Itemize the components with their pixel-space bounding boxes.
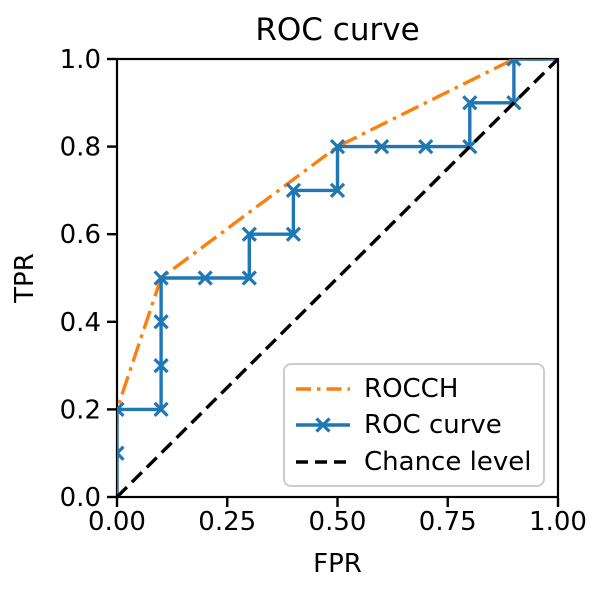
- roc-point-marker: [153, 401, 169, 418]
- x-tick-label: 0.25: [198, 507, 256, 537]
- series-line-chance-level: [117, 59, 558, 497]
- x-axis-label: FPR: [313, 549, 362, 579]
- x-tick-label: 0.50: [309, 507, 367, 537]
- roc-point-marker: [197, 270, 213, 286]
- roc-curve-line-sample-icon: [296, 417, 350, 433]
- roc-point-marker: [506, 59, 522, 67]
- roc-point-marker: [285, 182, 302, 199]
- roc-point-marker: [117, 445, 125, 461]
- rocch-line-sample-icon: [296, 386, 350, 391]
- roc-point-marker: [241, 226, 257, 242]
- roc-point-marker: [418, 138, 434, 155]
- y-tick-label: 0.0: [60, 483, 101, 513]
- x-tick-label: 1.00: [529, 507, 587, 537]
- y-tick-label: 0.8: [60, 133, 101, 163]
- roc-point-marker: [329, 138, 346, 155]
- legend-label-chance-level: Chance level: [364, 446, 532, 477]
- roc-point-marker: [153, 357, 169, 374]
- x-tick-label: 0.00: [88, 507, 146, 537]
- roc-point-marker: [117, 401, 125, 418]
- legend-sample-x-marker: [315, 417, 331, 433]
- legend: ROCCH ROC curve Chance level: [283, 363, 545, 487]
- axes-spines: [115, 57, 560, 499]
- roc-point-marker: [285, 226, 302, 242]
- roc-point-marker: [153, 314, 169, 330]
- series-line-rocch: [117, 59, 558, 497]
- roc-point-marker: [241, 270, 257, 286]
- chance-level-line-sample-icon: [296, 459, 350, 464]
- y-axis-label: TPR: [10, 253, 40, 303]
- roc-point-marker: [462, 95, 478, 111]
- x-tick-label: 0.75: [419, 507, 477, 537]
- legend-item-roc-curve: ROC curve: [295, 410, 537, 440]
- legend-item-chance-level: Chance level: [295, 447, 537, 477]
- roc-point-marker: [373, 138, 390, 155]
- y-tick-label: 0.2: [60, 395, 101, 425]
- y-tick-label: 0.6: [60, 220, 101, 250]
- y-tick-label: 0.4: [60, 308, 101, 338]
- legend-item-rocch: ROCCH: [295, 374, 537, 404]
- roc-point-marker: [329, 182, 346, 199]
- legend-label-roc-curve: ROC curve: [364, 410, 502, 440]
- y-tick-label: 1.0: [60, 45, 101, 75]
- legend-label-rocch: ROCCH: [364, 373, 459, 404]
- chart-title: ROC curve: [255, 12, 420, 48]
- roc-point-marker: [153, 270, 169, 286]
